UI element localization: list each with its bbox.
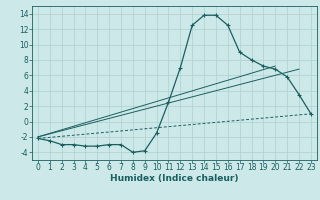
X-axis label: Humidex (Indice chaleur): Humidex (Indice chaleur) [110,174,239,183]
